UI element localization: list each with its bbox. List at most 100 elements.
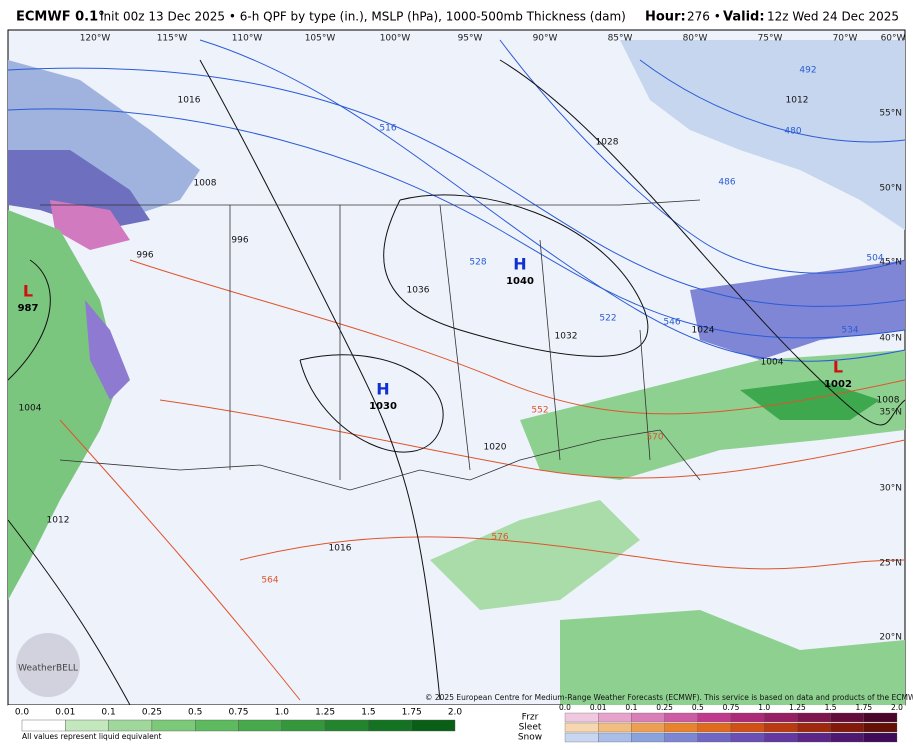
precip-type-swatch (664, 732, 698, 743)
rain-caribbean (560, 610, 905, 705)
precip-type-swatch (863, 722, 898, 733)
precip-type-swatch (764, 732, 798, 743)
type-tick-label: 0.1 (625, 703, 637, 712)
lon-label: 90°W (533, 34, 558, 44)
rain-swatch (238, 719, 282, 732)
type-tick-label: 1.5 (825, 703, 837, 712)
isobar-label: 1032 (555, 332, 578, 342)
subtitle: Init 00z 13 Dec 2025 • 6-h QPF by type (… (100, 10, 626, 24)
rain-tick-label: 1.25 (315, 708, 335, 718)
lat-label: 40°N (879, 334, 902, 344)
pressure-center-value: 1030 (369, 401, 397, 412)
type-tick-label: 0.0 (559, 703, 571, 712)
rain-swatch (194, 719, 239, 732)
precip-type-swatch (863, 712, 898, 723)
precip-type-label: Frzr (522, 713, 539, 723)
valid-label: Valid: (723, 10, 765, 25)
thickness-label: 480 (784, 127, 801, 137)
thickness-label: 546 (663, 318, 680, 328)
thickness-label: 576 (491, 533, 508, 543)
lat-label: 50°N (879, 184, 902, 194)
precip-type-swatch (598, 712, 632, 723)
lon-label: 60°W (881, 34, 906, 44)
type-tick-label: 0.75 (723, 703, 740, 712)
precip-type-swatch (730, 722, 765, 733)
isobar-label: 1004 (761, 358, 784, 368)
thickness-label: 492 (799, 66, 816, 76)
rain-tick-label: 0.1 (101, 708, 115, 718)
rain-swatch (324, 719, 369, 732)
precip-type-swatch (764, 722, 798, 733)
rain-tick-label: 2.0 (448, 708, 463, 718)
valid: 12z Wed 24 Dec 2025 (767, 10, 899, 24)
isobar-label: 996 (136, 251, 153, 261)
lat-label: 25°N (879, 559, 902, 569)
rain-swatch (108, 719, 153, 732)
lat-label: 30°N (879, 484, 902, 494)
rain-tick-label: 1.0 (275, 708, 290, 718)
precip-type-swatch (631, 722, 665, 733)
precip-type-swatch (697, 722, 732, 733)
precip-type-swatch (830, 712, 864, 723)
isobar-label: 1028 (596, 138, 619, 148)
isobar-label: 1008 (194, 179, 217, 189)
isobar-label: 1016 (178, 96, 201, 106)
lon-label: 110°W (232, 34, 263, 44)
isobar-label: 1036 (407, 286, 430, 296)
precip-type-swatch (697, 712, 732, 723)
isobar-label: 1016 (329, 544, 352, 554)
pressure-center-value: 1002 (824, 379, 852, 390)
pressure-center-symbol: L (833, 358, 843, 377)
lat-label: 20°N (879, 633, 902, 643)
snow-band-ne (690, 260, 905, 360)
lon-label: 95°W (458, 34, 483, 44)
logo: WeatherBELL (18, 664, 78, 674)
type-tick-label: 0.01 (590, 703, 607, 712)
precip-type-swatch (797, 712, 831, 723)
lat-label: 55°N (879, 109, 902, 119)
precip-type-swatch (697, 732, 732, 743)
precip-type-swatch (598, 732, 632, 743)
pressure-center-symbol: L (23, 282, 33, 301)
isobar-label: 1008 (877, 396, 900, 406)
heavy-rain (740, 380, 880, 420)
precip-type-swatch (564, 712, 599, 723)
lon-label: 85°W (608, 34, 633, 44)
type-tick-label: 0.5 (692, 703, 704, 712)
lon-label: 80°W (683, 34, 708, 44)
rain-tick-label: 0.0 (15, 708, 30, 718)
pressure-center-value: 1040 (506, 276, 534, 287)
type-tick-label: 1.75 (855, 703, 872, 712)
precip-type-swatch (631, 732, 665, 743)
rain-west (8, 210, 120, 600)
snow-area-canada (620, 40, 905, 230)
precip-type-swatch (764, 712, 798, 723)
lat-label: 45°N (879, 258, 902, 268)
rain-swatch (281, 719, 326, 732)
lon-label: 105°W (305, 34, 336, 44)
precip-type-swatch (564, 722, 599, 733)
rain-tick-label: 0.01 (55, 708, 75, 718)
precip-type-swatch (730, 712, 765, 723)
rain-tick-label: 0.75 (228, 708, 248, 718)
isobar-label: 1004 (19, 404, 42, 414)
type-tick-label: 1.0 (758, 703, 770, 712)
rain-tick-label: 0.25 (142, 708, 162, 718)
precip-type-swatch (863, 732, 898, 743)
map (7, 29, 906, 706)
rain-tick-label: 0.5 (188, 708, 202, 718)
hour: 276 • (687, 10, 721, 24)
thickness-label: 522 (599, 314, 616, 324)
thickness-label: 516 (379, 124, 396, 134)
lon-label: 75°W (758, 34, 783, 44)
thickness-label: 504 (866, 254, 883, 264)
isobars (7, 59, 906, 706)
snow-sierra (85, 300, 130, 400)
thickness-label: 552 (531, 406, 548, 416)
type-tick-label: 1.25 (789, 703, 806, 712)
isobar-label: 1012 (47, 516, 70, 526)
rain-swatch (21, 719, 66, 732)
thickness-warm (59, 259, 906, 701)
